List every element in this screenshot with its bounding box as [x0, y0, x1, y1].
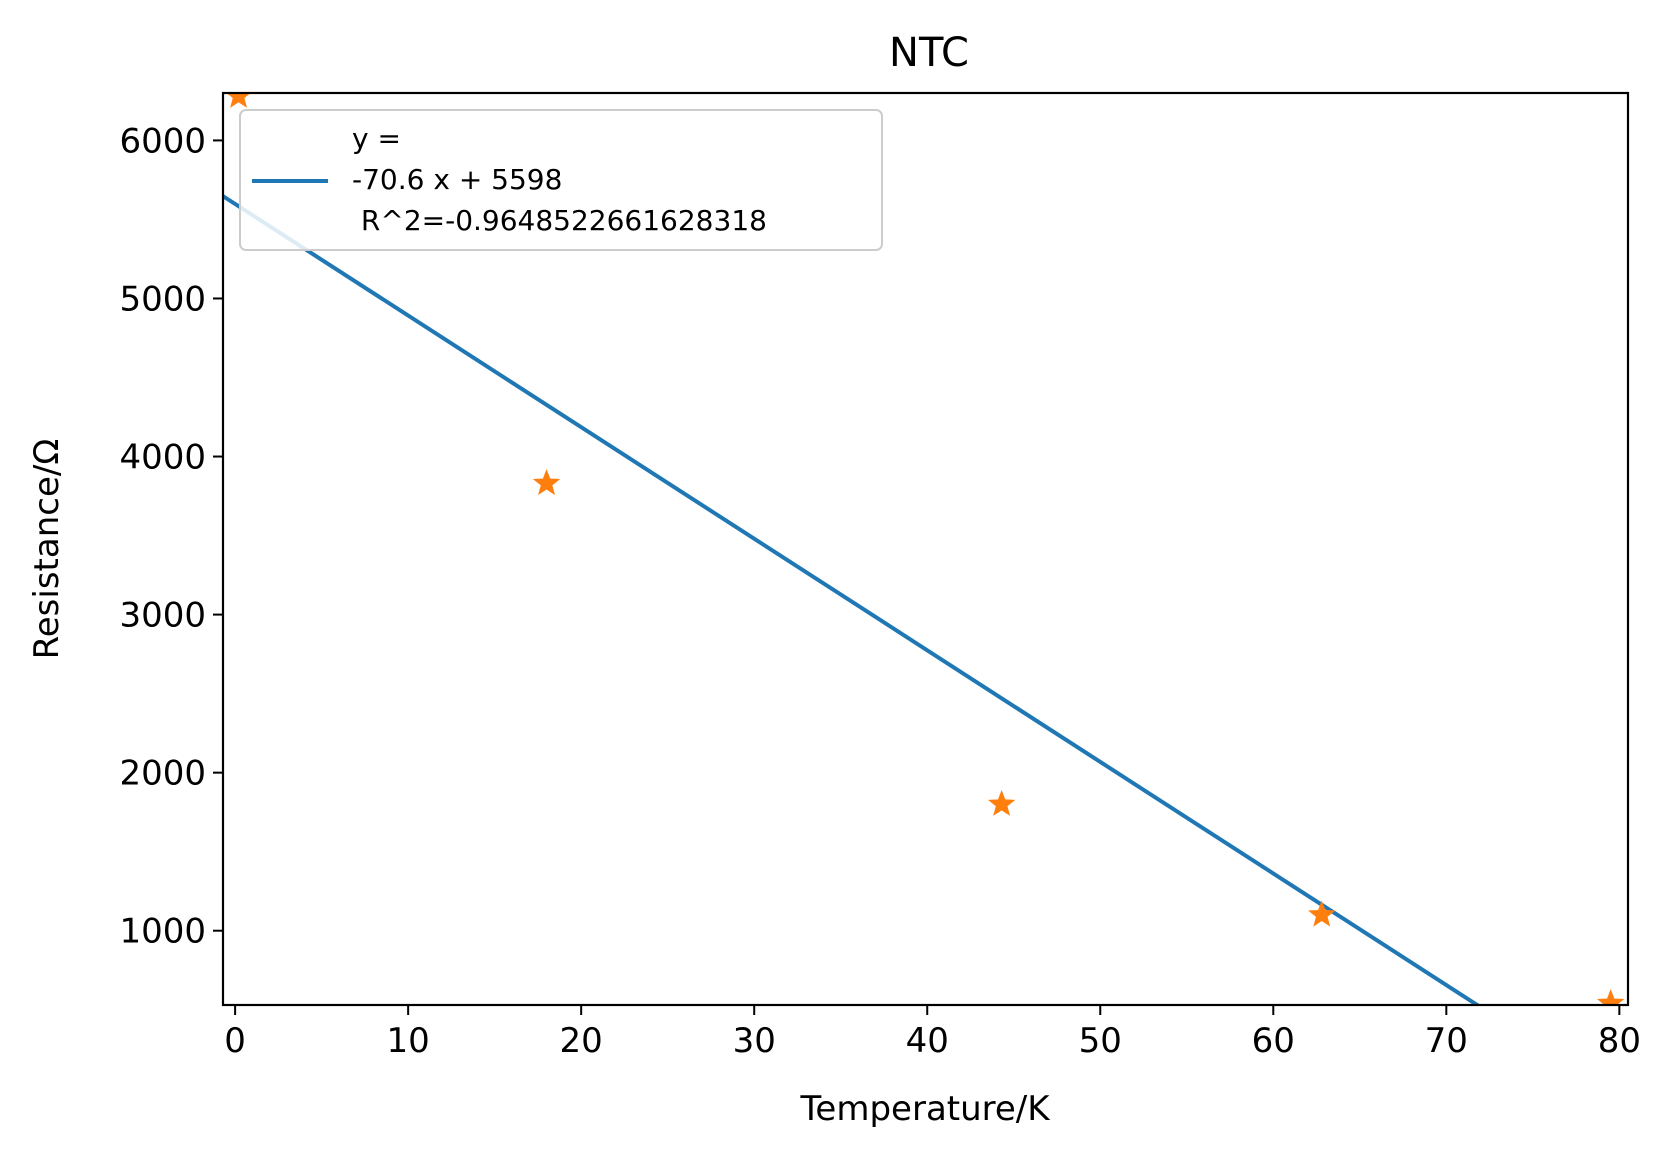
- data-point-star: [1308, 900, 1336, 927]
- data-point-star: [1596, 989, 1625, 1005]
- data-point-star: [987, 789, 1016, 816]
- x-tick-label: 70: [1425, 1021, 1468, 1061]
- y-tick-label: 5000: [119, 279, 206, 319]
- y-axis: 1000 2000 3000 4000 5000 6000: [119, 121, 223, 952]
- x-tick-label: 10: [387, 1021, 430, 1061]
- legend: y = -70.6 x + 5598 R^2=-0.96485226616283…: [239, 109, 883, 251]
- legend-text-line-2: -70.6 x + 5598: [352, 163, 562, 196]
- x-tick-label: 20: [560, 1021, 603, 1061]
- legend-box: [239, 109, 883, 251]
- x-axis-label: Temperature/K: [799, 1089, 1051, 1129]
- x-axis: 0 10 20 30 40 50 60 70 80: [224, 1005, 1641, 1061]
- x-tick-label: 80: [1598, 1021, 1641, 1061]
- y-tick-label: 4000: [119, 438, 206, 478]
- chart-title: NTC: [889, 30, 969, 76]
- y-tick-label: 2000: [119, 754, 206, 794]
- data-points: [226, 93, 1625, 1005]
- legend-text-line-1: y =: [352, 122, 401, 155]
- data-point-star: [532, 468, 561, 496]
- y-tick-label: 6000: [119, 121, 206, 161]
- x-tick-label: 50: [1079, 1021, 1122, 1061]
- y-axis-label: Resistance/Ω: [27, 439, 67, 660]
- x-tick-label: 40: [906, 1021, 949, 1061]
- plot-frame: [221, 91, 1630, 1007]
- plot-area: [221, 91, 1630, 1007]
- y-tick-label: 1000: [119, 912, 206, 952]
- data-point-star: [226, 93, 251, 108]
- y-tick-label: 3000: [119, 596, 206, 636]
- x-tick-label: 60: [1252, 1021, 1295, 1061]
- x-tick-label: 0: [224, 1021, 246, 1061]
- x-tick-label: 30: [733, 1021, 776, 1061]
- legend-text-line-3: R^2=-0.9648522661628318: [352, 204, 767, 237]
- fit-line: [223, 194, 1481, 1005]
